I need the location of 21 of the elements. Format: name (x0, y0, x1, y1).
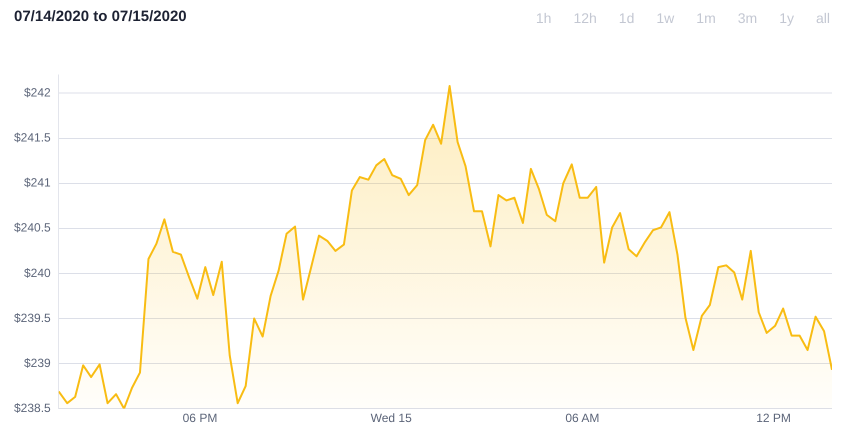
text: 1d (618, 10, 634, 26)
y-tick-label: $240.5 (14, 220, 52, 235)
y-tick-label: $240 (24, 266, 52, 280)
x-tick-label: Wed 15 (370, 411, 412, 426)
text: all (816, 10, 830, 26)
text: 12h (573, 10, 597, 26)
y-tick-label: $241.5 (14, 130, 52, 145)
text: 3m (738, 10, 758, 26)
y-tick-label: $238.5 (14, 400, 52, 415)
x-tick-label: 06 PM (182, 411, 218, 426)
text: 1w (656, 10, 674, 26)
y-tick-label: $242 (24, 86, 52, 100)
text: 1h (536, 10, 552, 26)
text: 1m (696, 10, 716, 26)
x-tick-label: 12 PM (756, 411, 791, 426)
chart-title: 07/14/2020 to 07/15/2020 (14, 8, 187, 25)
x-tick-label: 06 AM (565, 411, 600, 426)
text: 1y (779, 10, 794, 26)
y-tick-label: $239.5 (14, 310, 52, 325)
y-tick-label: $239 (24, 356, 52, 370)
y-tick-label: $241 (24, 176, 52, 190)
